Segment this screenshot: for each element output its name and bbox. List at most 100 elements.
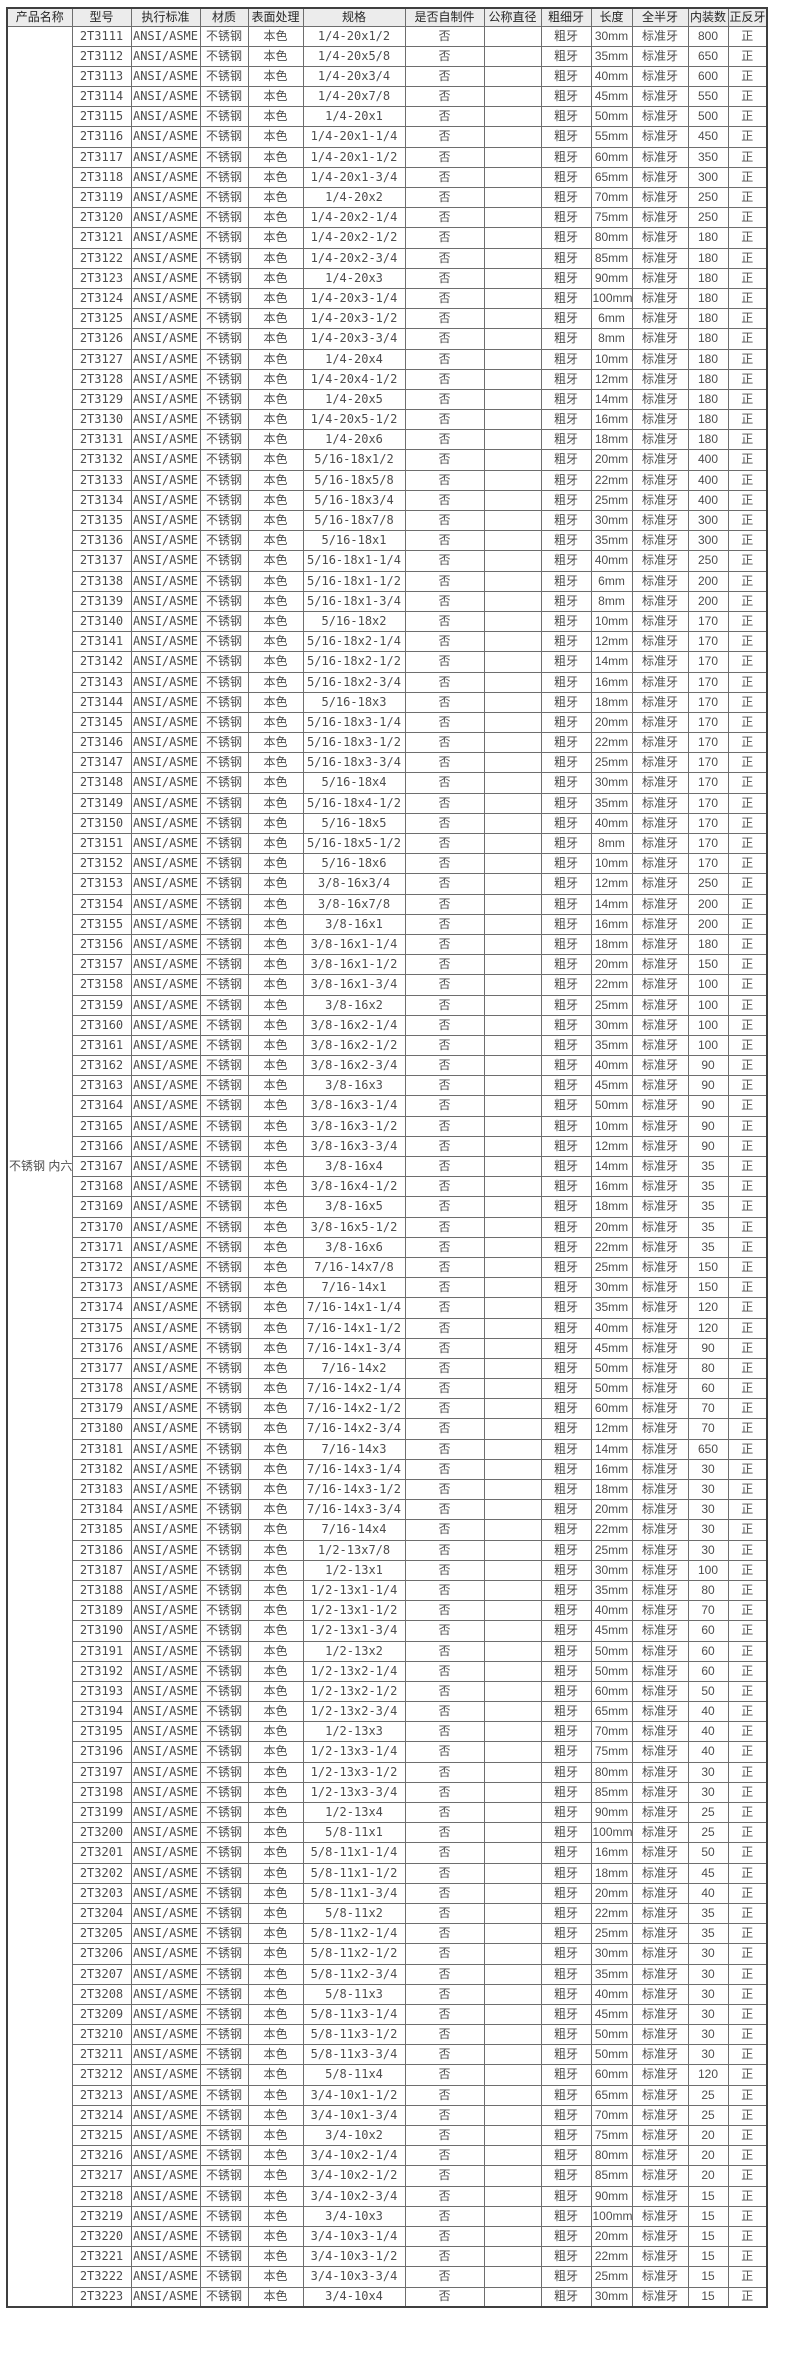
cell-material: 不锈钢 [199,671,249,693]
table-row: 2T3141 ANSI/ASME 不锈钢 本色 5/16-18x2-1/4 否 粗牙 12mm… [7,631,768,653]
cell-material: 不锈钢 [199,1620,249,1642]
cell-self-made: 否 [404,933,485,956]
cell-model: 2T3138 [71,570,132,592]
cell-model: 2T3174 [71,1297,132,1319]
cell-nominal-diameter [483,1923,542,1945]
cell-material: 不锈钢 [199,126,249,148]
cell-nominal-diameter [483,1478,542,1501]
cell-direction: 正 [727,469,768,491]
cell-standard: ANSI/ASME [130,691,201,713]
cell-finish: 本色 [247,1741,304,1763]
cell-direction: 正 [727,2286,768,2308]
cell-finish: 本色 [247,1499,304,1521]
table-row: 2T3167 ANSI/ASME 不锈钢 本色 3/8-16x4 否 粗牙 14mm 标准牙 35… [7,1155,768,1178]
cell-standard: ANSI/ASME [130,489,201,512]
cell-thread-type: 标准牙 [631,388,689,411]
cell-model: 2T3130 [71,409,132,431]
cell-standard: ANSI/ASME [130,994,201,1016]
cell-thread-pitch: 粗牙 [540,146,592,168]
cell-self-made: 否 [404,1600,485,1622]
cell-nominal-diameter [483,893,542,915]
cell-self-made: 否 [404,1337,485,1359]
cell-standard: ANSI/ASME [130,651,201,673]
cell-nominal-diameter [483,2165,542,2187]
cell-model: 2T3190 [71,1620,132,1642]
cell-material: 不锈钢 [199,873,249,895]
cell-nominal-diameter [483,2003,542,2026]
table-row: 2T3136 ANSI/ASME 不锈钢 本色 5/16-18x1 否 粗牙 35mm 标准牙 3… [7,530,768,552]
cell-self-made: 否 [404,1135,485,1158]
cell-nominal-diameter [483,2104,542,2127]
cell-length: 10mm [590,853,633,875]
cell-nominal-diameter [483,1378,542,1400]
cell-standard: ANSI/ASME [130,1519,201,1541]
cell-model: 2T3124 [71,287,132,310]
cell-material: 不锈钢 [199,1579,249,1602]
cell-length: 22mm [590,1236,633,1258]
cell-self-made: 否 [404,732,485,754]
cell-thread-pitch: 粗牙 [540,267,592,289]
cell-finish: 本色 [247,1256,304,1279]
table-row: 2T3172 ANSI/ASME 不锈钢 本色 7/16-14x7/8 否 粗牙 25mm 标准… [7,1256,768,1279]
cell-self-made: 否 [404,2165,485,2187]
cell-qty: 50 [687,1842,729,1864]
cell-thread-type: 标准牙 [631,1196,689,1218]
cell-self-made: 否 [404,207,485,229]
cell-thread-type: 标准牙 [631,671,689,693]
cell-nominal-diameter [483,1539,542,1561]
cell-finish: 本色 [247,1135,304,1158]
cell-nominal-diameter [483,1176,542,1198]
cell-material: 不锈钢 [199,1741,249,1763]
cell-direction: 正 [727,1519,768,1541]
cell-qty: 60 [687,1378,729,1400]
cell-thread-pitch: 粗牙 [540,449,592,471]
cell-thread-type: 标准牙 [631,1014,689,1036]
cell-model: 2T3159 [71,994,132,1016]
cell-spec: 7/16-14x2-1/4 [302,1378,406,1400]
cell-finish: 本色 [247,509,304,532]
cell-spec: 3/8-16x2-3/4 [302,1055,406,1077]
cell-spec: 1/4-20x2-1/4 [302,207,406,229]
cell-thread-type: 标准牙 [631,2266,689,2288]
cell-standard: ANSI/ASME [130,974,201,996]
table-row: 2T3215 ANSI/ASME 不锈钢 本色 3/4-10x2 否 粗牙 75mm 标准牙 20… [7,2124,768,2147]
cell-spec: 7/16-14x2-3/4 [302,1418,406,1440]
cell-spec: 5/16-18x1-1/4 [302,550,406,572]
cell-nominal-diameter [483,1075,542,1097]
cell-thread-type: 标准牙 [631,227,689,249]
cell-self-made: 否 [404,146,485,168]
cell-self-made: 否 [404,994,485,1016]
cell-direction: 正 [727,45,768,67]
cell-self-made: 否 [404,853,485,875]
table-row: 2T3120 ANSI/ASME 不锈钢 本色 1/4-20x2-1/4 否 粗牙 75mm 标… [7,207,768,229]
table-row: 2T3174 ANSI/ASME 不锈钢 本色 7/16-14x1-1/4 否 粗牙 35mm… [7,1297,768,1319]
cell-material: 不锈钢 [199,348,249,370]
cell-thread-type: 标准牙 [631,913,689,935]
cell-standard: ANSI/ASME [130,1095,201,1117]
cell-finish: 本色 [247,1620,304,1642]
cell-material: 不锈钢 [199,247,249,269]
table-row: 2T3181 ANSI/ASME 不锈钢 本色 7/16-14x3 否 粗牙 14mm 标准牙 6… [7,1438,768,1460]
cell-length: 35mm [590,1297,633,1319]
cell-thread-type: 标准牙 [631,409,689,431]
cell-direction: 正 [727,2084,768,2106]
table-row: 2T3207 ANSI/ASME 不锈钢 本色 5/8-11x2-3/4 否 粗牙 35mm 标… [7,1963,768,1985]
cell-thread-type: 标准牙 [631,86,689,108]
cell-finish: 本色 [247,974,304,996]
cell-self-made: 否 [404,429,485,451]
cell-standard: ANSI/ASME [130,1902,201,1925]
cell-standard: ANSI/ASME [130,913,201,935]
cell-direction: 正 [727,1095,768,1117]
cell-model: 2T3127 [71,348,132,370]
cell-self-made: 否 [404,1680,485,1703]
cell-self-made: 否 [404,469,485,491]
cell-standard: ANSI/ASME [130,550,201,572]
cell-nominal-diameter [483,832,542,855]
cell-material: 不锈钢 [199,1983,249,2005]
cell-length: 30mm [590,772,633,794]
cell-qty: 450 [687,126,729,148]
cell-direction: 正 [727,1055,768,1077]
cell-direction: 正 [727,954,768,976]
cell-thread-type: 标准牙 [631,2165,689,2187]
cell-finish: 本色 [247,530,304,552]
